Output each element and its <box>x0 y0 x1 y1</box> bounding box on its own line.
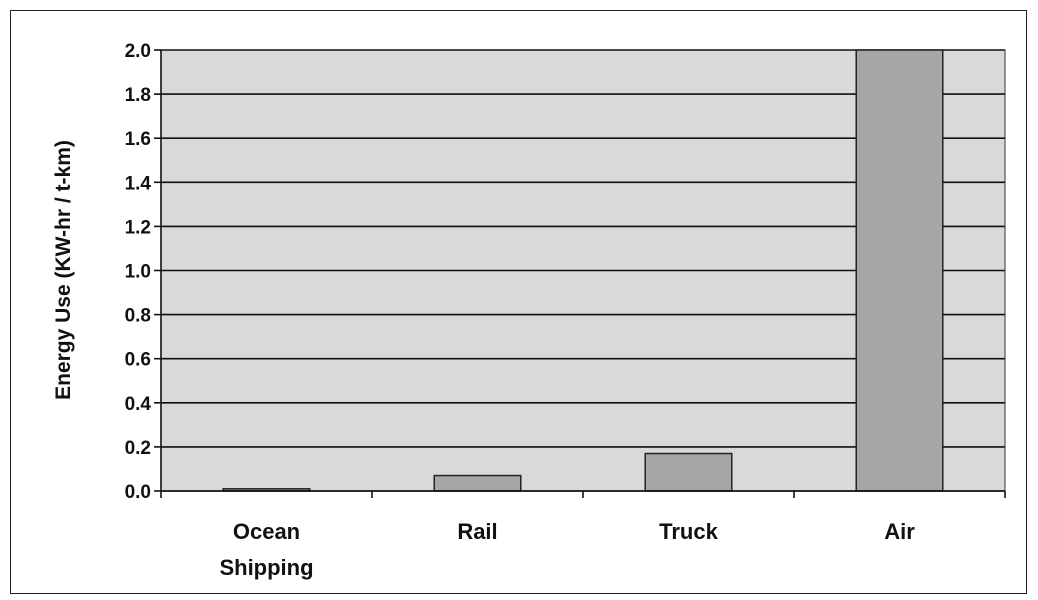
y-tick-label: 1.0 <box>125 262 151 283</box>
bar <box>855 49 944 492</box>
x-category-label: Ocean Shipping <box>219 519 313 580</box>
y-tick-label: 1.4 <box>125 173 152 194</box>
y-tick-label: 0.4 <box>125 394 152 415</box>
y-tick-label: 1.8 <box>125 85 151 106</box>
y-tick-label: 0.0 <box>125 482 151 503</box>
x-category-label: Truck <box>659 519 718 544</box>
bar <box>433 474 522 492</box>
y-tick-label: 1.6 <box>125 129 151 150</box>
y-tick-label: 0.6 <box>125 350 151 371</box>
x-category-label: Air <box>884 519 915 544</box>
x-category-label: Rail <box>457 519 497 544</box>
y-tick-label: 0.2 <box>125 438 151 459</box>
y-tick-label: 2.0 <box>125 41 151 62</box>
y-tick-label: 1.2 <box>125 217 151 238</box>
bar <box>644 452 733 492</box>
y-tick-label: 0.8 <box>125 306 151 327</box>
y-axis-title: Energy Use (KW-hr / t-km) <box>52 140 75 400</box>
